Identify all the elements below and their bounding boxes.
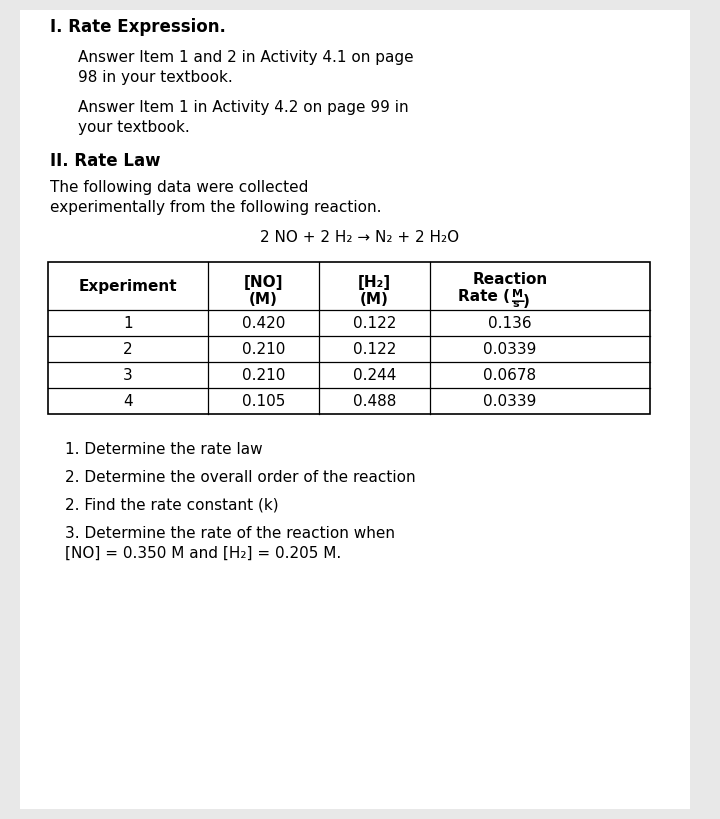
Text: ―: ― xyxy=(512,295,525,308)
Text: Answer Item 1 and 2 in Activity 4.1 on page: Answer Item 1 and 2 in Activity 4.1 on p… xyxy=(78,50,413,65)
Text: 0.0678: 0.0678 xyxy=(483,368,536,382)
Text: your textbook.: your textbook. xyxy=(78,120,190,135)
Text: [NO]: [NO] xyxy=(243,275,283,290)
Text: 2: 2 xyxy=(123,342,132,356)
Text: 0.210: 0.210 xyxy=(241,342,285,356)
Text: M: M xyxy=(512,289,523,299)
Text: 3: 3 xyxy=(123,368,132,382)
Text: (M): (M) xyxy=(360,292,389,307)
Text: experimentally from the following reaction.: experimentally from the following reacti… xyxy=(50,200,382,215)
Text: Reaction: Reaction xyxy=(472,272,548,287)
Text: 2 NO + 2 H₂ → N₂ + 2 H₂O: 2 NO + 2 H₂ → N₂ + 2 H₂O xyxy=(261,230,459,245)
Text: (M): (M) xyxy=(249,292,278,307)
Text: I. Rate Expression.: I. Rate Expression. xyxy=(50,18,226,36)
Text: 0.122: 0.122 xyxy=(353,315,396,331)
Text: 1: 1 xyxy=(123,315,132,331)
Text: 3. Determine the rate of the reaction when: 3. Determine the rate of the reaction wh… xyxy=(65,526,395,541)
Text: 0.210: 0.210 xyxy=(241,368,285,382)
Text: 2. Find the rate constant (k): 2. Find the rate constant (k) xyxy=(65,498,279,513)
Text: 0.136: 0.136 xyxy=(488,315,532,331)
Text: [H₂]: [H₂] xyxy=(358,275,391,290)
Text: Answer Item 1 in Activity 4.2 on page 99 in: Answer Item 1 in Activity 4.2 on page 99… xyxy=(78,100,409,115)
Text: 0.244: 0.244 xyxy=(353,368,396,382)
Text: 0.122: 0.122 xyxy=(353,342,396,356)
Text: [NO] = 0.350 M and [H₂] = 0.205 M.: [NO] = 0.350 M and [H₂] = 0.205 M. xyxy=(65,546,341,561)
Text: 0.488: 0.488 xyxy=(353,393,396,409)
Text: 0.105: 0.105 xyxy=(241,393,285,409)
Text: 98 in your textbook.: 98 in your textbook. xyxy=(78,70,233,85)
Text: 2. Determine the overall order of the reaction: 2. Determine the overall order of the re… xyxy=(65,470,415,485)
Text: II. Rate Law: II. Rate Law xyxy=(50,152,161,170)
Text: Rate (: Rate ( xyxy=(458,289,510,304)
Text: The following data were collected: The following data were collected xyxy=(50,180,308,195)
Text: Experiment: Experiment xyxy=(78,278,177,293)
Text: 4: 4 xyxy=(123,393,132,409)
Text: 0.420: 0.420 xyxy=(241,315,285,331)
Text: 0.0339: 0.0339 xyxy=(483,393,536,409)
Text: s: s xyxy=(512,299,518,309)
Text: 0.0339: 0.0339 xyxy=(483,342,536,356)
Text: 1. Determine the rate law: 1. Determine the rate law xyxy=(65,442,263,457)
Bar xyxy=(48,262,650,414)
Text: ): ) xyxy=(523,294,530,309)
